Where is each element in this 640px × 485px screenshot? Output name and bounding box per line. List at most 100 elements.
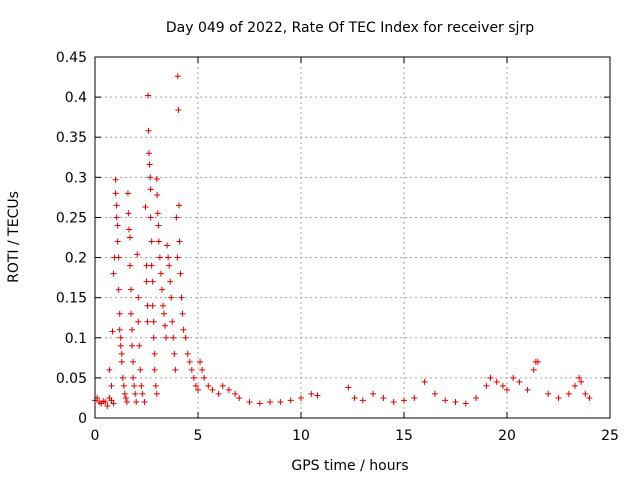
data-point xyxy=(267,398,274,405)
data-point xyxy=(110,270,117,277)
data-point xyxy=(162,322,169,329)
data-point xyxy=(132,390,139,397)
data-point xyxy=(145,92,152,99)
data-point xyxy=(197,358,204,365)
y-tick-label: 0.35 xyxy=(56,130,87,146)
data-point xyxy=(115,286,122,293)
data-point xyxy=(112,176,119,183)
data-point xyxy=(151,350,158,357)
data-point xyxy=(110,400,117,407)
x-tick-label: 0 xyxy=(91,428,100,444)
data-point xyxy=(127,262,134,269)
data-point xyxy=(167,278,174,285)
y-tick-label: 0 xyxy=(78,411,87,427)
data-point xyxy=(159,302,166,309)
data-point xyxy=(147,214,154,221)
data-point xyxy=(504,386,510,393)
data-point xyxy=(116,310,123,317)
data-point xyxy=(510,374,517,381)
data-point xyxy=(499,382,506,389)
data-point xyxy=(138,382,145,389)
data-point xyxy=(421,378,428,385)
data-point xyxy=(582,390,589,397)
data-point xyxy=(152,382,159,389)
x-tick-label: 20 xyxy=(498,428,516,444)
data-point xyxy=(442,397,449,404)
data-point xyxy=(102,398,109,405)
data-point xyxy=(108,397,115,404)
x-tick-label: 10 xyxy=(292,428,310,444)
data-point xyxy=(127,234,134,241)
data-point xyxy=(149,302,156,309)
data-point xyxy=(135,318,142,325)
data-point xyxy=(106,366,113,373)
x-tick-labels: 0 5 10 15 20 25 xyxy=(91,428,619,444)
data-point xyxy=(182,334,189,341)
data-point xyxy=(177,270,184,277)
data-point xyxy=(133,398,140,405)
data-point xyxy=(277,398,284,405)
data-point xyxy=(452,398,459,405)
data-point xyxy=(545,390,552,397)
y-tick-label: 0.45 xyxy=(56,50,87,66)
chart-title: Day 049 of 2022, Rate Of TEC Index for r… xyxy=(166,20,534,36)
y-tick-label: 0.3 xyxy=(65,170,87,186)
data-point xyxy=(176,238,183,245)
data-point xyxy=(173,214,180,221)
x-tick-label: 5 xyxy=(194,428,203,444)
data-point xyxy=(147,174,154,181)
data-point xyxy=(380,394,387,401)
data-point xyxy=(308,390,315,397)
y-tick-label: 0.2 xyxy=(65,251,87,267)
data-point xyxy=(462,400,469,407)
x-tick-label: 25 xyxy=(601,428,619,444)
data-point xyxy=(256,400,263,407)
data-point xyxy=(124,190,131,197)
data-point xyxy=(431,390,438,397)
axis-ticks xyxy=(94,56,611,419)
y-tick-labels: 0 0.05 0.1 0.15 0.2 0.25 0.3 0.35 0.4 0.45 xyxy=(56,50,87,427)
data-point xyxy=(176,202,183,209)
grid xyxy=(95,57,610,418)
data-point xyxy=(516,378,523,385)
data-point xyxy=(370,390,377,397)
data-points xyxy=(92,73,593,409)
x-tick-label: 15 xyxy=(395,428,413,444)
data-point xyxy=(149,278,156,285)
data-point xyxy=(178,294,185,301)
data-point xyxy=(130,358,137,365)
data-point xyxy=(172,366,179,373)
data-point xyxy=(169,318,176,325)
data-point xyxy=(151,366,158,373)
data-point xyxy=(165,254,172,261)
data-point xyxy=(119,374,126,381)
y-tick-label: 0.1 xyxy=(65,331,87,347)
data-point xyxy=(135,294,142,301)
data-point xyxy=(129,326,136,333)
data-point xyxy=(154,210,161,217)
data-point xyxy=(199,366,206,373)
data-point xyxy=(390,398,397,405)
data-point xyxy=(129,342,136,349)
data-point xyxy=(571,382,578,389)
data-point xyxy=(179,310,186,317)
data-point xyxy=(141,398,148,405)
data-point xyxy=(142,204,149,211)
data-point xyxy=(145,150,152,157)
y-tick-label: 0.15 xyxy=(56,291,87,307)
data-point xyxy=(232,390,239,397)
y-tick-label: 0.05 xyxy=(56,371,87,387)
data-point xyxy=(163,334,170,341)
data-point xyxy=(190,374,197,381)
data-point xyxy=(131,382,138,389)
data-point xyxy=(156,254,163,261)
data-point xyxy=(188,366,195,373)
data-point xyxy=(215,390,222,397)
data-point xyxy=(134,251,141,258)
data-point xyxy=(148,238,155,245)
data-point xyxy=(125,226,132,233)
data-point xyxy=(113,214,120,221)
data-point xyxy=(136,342,143,349)
data-point xyxy=(473,394,480,401)
data-point xyxy=(192,382,199,389)
